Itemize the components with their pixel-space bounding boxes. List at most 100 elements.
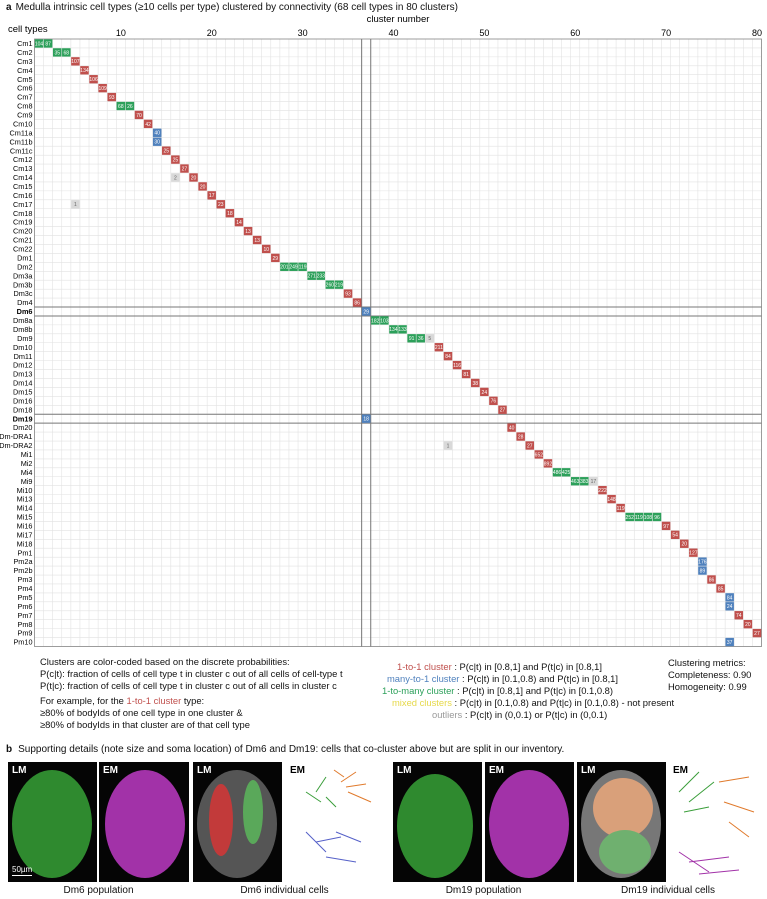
row-label: Pm8	[17, 620, 32, 629]
row-label: Dm9	[17, 334, 32, 343]
cell-count-label: 127	[689, 551, 698, 557]
legend-category-rule: : P(c|t) in [0.1,0.8) and P(t|c) in [0.8…	[459, 673, 619, 684]
cell-count-label: 17	[209, 193, 215, 199]
cell-count-label: 211	[435, 345, 443, 351]
scale-bar: 50µm	[12, 865, 33, 876]
heatmap-cell	[80, 66, 89, 75]
row-label: Dm19	[13, 414, 33, 423]
heatmap-cell	[107, 92, 116, 102]
heatmap-cell	[316, 271, 325, 280]
heatmap-cell	[670, 530, 680, 539]
heatmap-cell	[570, 477, 580, 486]
row-label: Dm-DRA1	[0, 432, 33, 441]
cell-count-label: 24	[727, 604, 733, 610]
row-label: Cm7	[17, 93, 32, 102]
cell-count-label: 96	[654, 515, 660, 521]
heatmap-cell	[725, 602, 734, 611]
cell-count-label: 13	[245, 229, 251, 235]
row-label: Cm15	[13, 182, 32, 191]
cell-count-label: 463	[571, 479, 580, 485]
legend-example: For example, for the 1-to-1 cluster type…	[40, 695, 205, 706]
heatmap-cell	[371, 316, 380, 325]
cell-count-label: 116	[453, 363, 461, 369]
cell-count-label: 29	[363, 309, 369, 315]
cell-count-label: 93	[345, 292, 351, 298]
row-label: Mi17	[17, 530, 33, 539]
cell-count-label: 68	[64, 50, 70, 56]
x-tick-label: 40	[388, 28, 398, 38]
panel-a-letter: a	[6, 2, 12, 13]
cell-count-label: 74	[736, 613, 742, 619]
heatmap-cell	[443, 441, 453, 450]
heatmap-cell	[661, 521, 671, 531]
legend-category-3: mixed clusters : P(c|t) in [0.1,0.8) and…	[370, 697, 674, 709]
cell-count-label: 486	[553, 470, 562, 476]
legend-category-label: outliers	[432, 709, 463, 720]
row-label: Dm14	[13, 379, 32, 388]
legend-category-rule: : P(c|t) in [0.1,0.8) and P(t|c) in [0.1…	[451, 697, 675, 708]
heatmap-cell	[289, 262, 298, 271]
row-label: Cm5	[17, 75, 32, 84]
row-label: Cm10	[13, 119, 32, 128]
cell-count-label: 25	[163, 149, 169, 155]
panel-a-title: a Medulla intrinsic cell types (≥10 cells…	[6, 2, 458, 13]
cell-count-label: 91	[409, 336, 415, 342]
x-tick-label: 80	[752, 28, 762, 38]
row-label: Cm6	[17, 84, 32, 93]
x-tick-label: 50	[479, 28, 489, 38]
heatmap-cell	[134, 110, 144, 120]
row-label: Cm1	[17, 39, 32, 48]
dm6-em-individual-image: EM	[286, 762, 376, 882]
dm19-lm-individual-image: LM	[577, 762, 666, 882]
legend-category-0: 1-to-1 cluster : P(c|t) in [0.8,1] and P…	[370, 661, 674, 673]
heatmap-cell	[589, 477, 598, 486]
cell-count-label: 134	[389, 327, 398, 333]
dm6-em-population-image: EM	[99, 762, 189, 882]
heatmap-cell	[507, 423, 516, 432]
dm19-em-population-image: EM	[485, 762, 574, 882]
heatmap-cell	[407, 334, 416, 343]
heatmap-cell	[261, 244, 271, 254]
heatmap-cell	[171, 173, 180, 182]
cell-count-label: 425	[562, 470, 571, 476]
cell-count-label: 10	[263, 247, 269, 253]
cell-count-label: 20	[745, 622, 751, 628]
row-label: Pm5	[17, 593, 32, 602]
cell-count-label: 54	[672, 533, 678, 539]
heatmap-cell	[243, 226, 253, 236]
row-label: Mi18	[17, 539, 33, 548]
legend-categories: 1-to-1 cluster : P(c|t) in [0.8,1] and P…	[370, 661, 674, 721]
cell-count-label: 104	[35, 41, 44, 47]
row-label: Mi13	[17, 495, 33, 504]
cell-count-label: 81	[463, 372, 469, 378]
cell-count-label: 18	[227, 211, 233, 217]
row-label: Cm14	[13, 173, 32, 182]
heatmap-cell	[743, 619, 753, 629]
cell-count-label: 28	[518, 434, 524, 440]
heatmap-cell	[207, 191, 216, 200]
row-label: Mi14	[17, 504, 33, 513]
heatmap-cell	[416, 334, 425, 343]
cell-count-label: 2	[174, 175, 177, 181]
heatmap-cell	[162, 146, 171, 155]
x-tick-label: 10	[116, 28, 126, 38]
cell-count-label: 20	[681, 542, 687, 548]
cell-count-label: 383	[580, 479, 589, 485]
heatmap-cell	[561, 468, 571, 477]
cell-count-label: 252	[626, 515, 635, 521]
dm6-lm-individual-image: LM	[193, 762, 282, 882]
heatmap-cell	[298, 262, 307, 271]
legend-category-4: outliers : P(c|t) in (0,0.1) or P(t|c) i…	[370, 709, 674, 721]
cell-count-label: 201	[280, 265, 289, 271]
row-label: Cm16	[13, 191, 32, 200]
cell-count-label: 1	[447, 443, 450, 449]
heatmap-cell	[180, 164, 189, 173]
heatmap-cell	[698, 566, 707, 575]
legend-category-label: 1-to-1 cluster	[397, 661, 452, 672]
dm19-lm-population-image: LM	[393, 762, 482, 882]
heatmap-cell	[716, 584, 725, 593]
row-label: Dm1	[17, 253, 32, 262]
heatmap-cell	[752, 628, 762, 638]
cell-count-label: 84	[727, 595, 733, 601]
heatmap-cell	[707, 575, 716, 584]
